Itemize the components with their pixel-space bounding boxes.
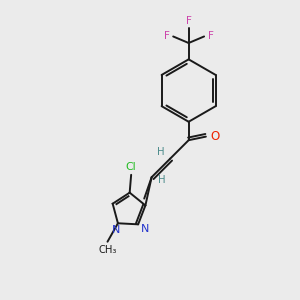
Text: O: O [210, 130, 219, 143]
Text: F: F [208, 32, 214, 41]
Text: N: N [140, 224, 149, 234]
Text: F: F [186, 16, 192, 26]
Text: N: N [112, 225, 121, 235]
Text: Cl: Cl [126, 162, 136, 172]
Text: F: F [164, 32, 169, 41]
Text: H: H [158, 147, 165, 157]
Text: CH₃: CH₃ [98, 245, 117, 255]
Text: H: H [158, 175, 166, 185]
